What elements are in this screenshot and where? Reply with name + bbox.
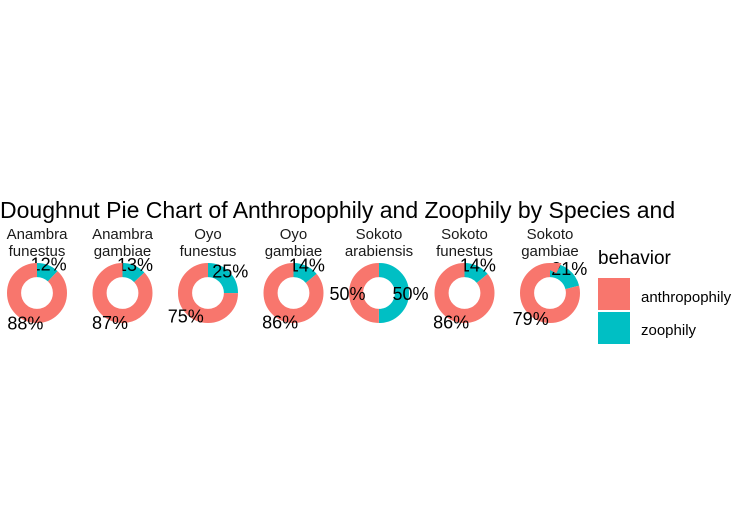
slice-anthropophily [177, 262, 238, 323]
slice-label-anthropophily: 50% [329, 284, 365, 304]
facet-label-line1: Sokoto [356, 226, 403, 243]
slice-label-zoophily: 14% [289, 255, 325, 275]
slice-label-zoophily: 12% [31, 255, 67, 275]
facet-label-line2: funestus [180, 243, 237, 260]
facet-label-line2: arabiensis [345, 243, 413, 260]
legend-label-zoophily: zoophily [641, 322, 697, 339]
slice-label-anthropophily: 88% [7, 313, 43, 333]
slice-label-zoophily: 50% [392, 284, 428, 304]
legend-key-zoophily [598, 312, 630, 344]
slice-anthropophily [92, 262, 153, 323]
facet-label-line1: Anambra [7, 226, 69, 243]
facet-label-line2: funestus [436, 243, 493, 260]
slice-label-zoophily: 25% [212, 262, 248, 282]
chart-title: Doughnut Pie Chart of Anthropophily and … [0, 197, 675, 223]
legend-title: behavior [598, 248, 672, 269]
slice-label-anthropophily: 86% [262, 313, 298, 333]
slice-label-anthropophily: 79% [513, 309, 549, 329]
facet-panels: Anambrafunestus12%88%Anambragambiae13%87… [7, 226, 588, 333]
slice-label-anthropophily: 75% [168, 306, 204, 326]
facet-label-line1: Oyo [280, 226, 308, 243]
slice-anthropophily [519, 263, 580, 324]
facet-label-line1: Sokoto [441, 226, 488, 243]
facet-label-line1: Anambra [92, 226, 154, 243]
legend: behavior anthropophily zoophily [598, 248, 732, 344]
slice-label-anthropophily: 87% [92, 313, 128, 333]
slice-label-anthropophily: 86% [433, 313, 469, 333]
slice-anthropophily [434, 263, 495, 324]
facet-label-line2: gambiae [94, 243, 152, 260]
slice-label-zoophily: 21% [551, 259, 587, 279]
facet-label-line2: gambiae [265, 243, 323, 260]
facet-label-line2: gambiae [521, 243, 579, 260]
legend-key-anthropophily [598, 278, 630, 310]
legend-label-anthropophily: anthropophily [641, 289, 732, 306]
slice-anthropophily [348, 263, 409, 324]
facet-label-line1: Oyo [194, 226, 222, 243]
slice-label-zoophily: 14% [460, 255, 496, 275]
facet-label-line1: Sokoto [527, 226, 574, 243]
slice-anthropophily [6, 262, 67, 324]
facet-label-line2: funestus [9, 243, 66, 260]
slice-label-zoophily: 13% [117, 255, 153, 275]
slice-anthropophily [263, 263, 324, 324]
